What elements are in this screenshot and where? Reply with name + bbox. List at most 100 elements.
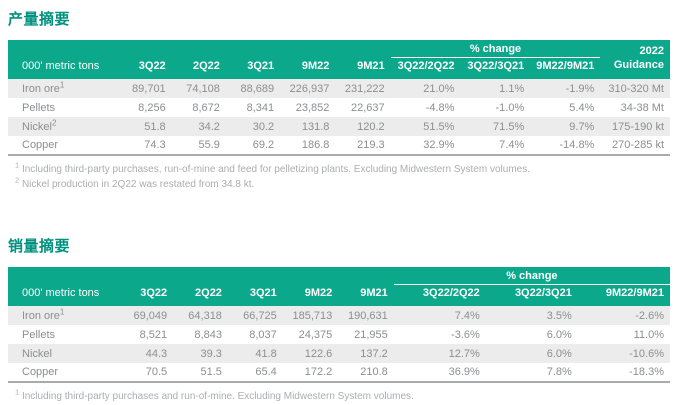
table-cell: 190,631: [338, 306, 394, 325]
table-cell: 8,843: [194, 328, 222, 341]
sales-table: % change 000' metric tons 3Q22 2Q22 3Q21…: [8, 267, 670, 383]
footnote: 2 Nickel production in 2Q22 was restated…: [15, 175, 255, 190]
table-cell: 226,937: [280, 79, 336, 98]
table-cell: -10.6%: [577, 344, 670, 363]
table-cell: 34.2: [171, 117, 226, 136]
row-label: Iron ore1: [8, 79, 118, 98]
table-cell: 210.8: [360, 366, 388, 378]
table-row: Pellets 8,521 8,843 8,037 24,375 21,955 …: [8, 325, 670, 344]
table-cell: 51.5%: [390, 117, 461, 136]
pct-change-header-row: % change: [8, 267, 670, 285]
table-row: Copper 74.3 55.9 69.2 186.8 219.3 32.9% …: [8, 136, 670, 155]
table-cell: 39.3: [173, 344, 228, 363]
table-cell: -14.8%: [559, 139, 595, 151]
table-cell: 120.2: [335, 117, 391, 136]
column-header: 3Q22: [118, 284, 174, 306]
table-cell: 6.0%: [546, 328, 572, 341]
column-header: 9M22/9M21: [530, 57, 601, 79]
table-cell: 44.3: [118, 344, 174, 363]
table-cell: 8,256: [138, 101, 166, 114]
table-cell: 186.8: [301, 139, 330, 151]
table-cell: 175-190 kt: [600, 117, 670, 136]
table-row: Iron ore1 69,049 64,318 66,725 185,713 1…: [8, 306, 670, 325]
table-cell: 66,725: [227, 306, 283, 325]
production-summary-section: 产量摘要 % change 2022 Guidance 000' metric …: [8, 8, 670, 192]
table-row: Copper 70.5 51.5 65.4 172.2 210.8 36.9% …: [8, 363, 670, 382]
row-label: Iron ore1: [8, 306, 119, 325]
sales-summary-section: 销量摘要 % change 000' metric tons 3Q22 2Q22…: [8, 235, 670, 405]
table-cell: 71.5%: [460, 117, 531, 136]
pct-change-header: % change: [393, 267, 670, 285]
table-cell: 32.9%: [423, 139, 455, 151]
table-cell: 30.2: [225, 117, 281, 136]
footnote-ref: 1: [59, 306, 65, 316]
column-header: 3Q21: [225, 57, 281, 79]
table-cell: -3.6%: [451, 328, 480, 341]
column-header: 3Q22/3Q21: [460, 57, 531, 79]
footnote: 1 Including third-party purchases, run-o…: [15, 160, 530, 175]
table-cell: 8,672: [192, 101, 220, 114]
table-cell: 41.8: [227, 344, 283, 363]
unit-column-header: 000' metric tons: [8, 284, 119, 306]
table-cell: 74.3: [144, 139, 166, 151]
table-cell: 9.7%: [530, 117, 601, 136]
table-cell: 21.0%: [390, 79, 461, 98]
table-cell: 219.3: [357, 139, 385, 151]
header-spacer: [8, 40, 391, 58]
table-cell: 7.4%: [393, 306, 486, 325]
table-cell: -1.0%: [495, 101, 525, 114]
table-cell: 5.4%: [569, 101, 595, 114]
table-cell: 8,037: [249, 328, 277, 341]
table-cell: 89,701: [117, 79, 172, 98]
table-cell: 65.4: [255, 366, 277, 378]
column-header: 3Q22/3Q21: [485, 284, 578, 306]
column-header-row: 000' metric tons 3Q22 2Q22 3Q21 9M22 9M2…: [8, 57, 670, 79]
pct-change-header: % change: [390, 40, 601, 58]
column-header: 2Q22: [171, 57, 226, 79]
table-cell: 23,852: [295, 101, 330, 114]
table-cell: 270-285 kt: [612, 139, 664, 151]
sales-section-title: 销量摘要: [8, 238, 71, 255]
production-table-header: % change 2022 Guidance 000' metric tons …: [8, 40, 670, 79]
table-cell: -2.6%: [577, 306, 670, 325]
table-cell: 7.8%: [546, 366, 572, 378]
table-cell: 22,637: [351, 101, 385, 114]
column-header: 9M22: [280, 57, 336, 79]
table-cell: 51.5: [200, 366, 222, 378]
sales-footnotes: 1 Including third-party purchases and ru…: [15, 387, 670, 405]
column-header: 3Q22/2Q22: [393, 284, 486, 306]
table-cell: 11.0%: [633, 328, 664, 341]
table-row: Iron ore1 89,701 74,108 88,689 226,937 2…: [8, 79, 670, 98]
column-header: 9M22/9M21: [577, 284, 670, 306]
row-label: Nickel2: [8, 117, 118, 136]
table-cell: 88,689: [225, 79, 281, 98]
table-cell: 69.2: [252, 139, 275, 151]
column-header: 9M22: [282, 284, 339, 306]
table-cell: 64,318: [173, 306, 228, 325]
table-cell: 7.4%: [499, 139, 525, 151]
table-cell: 131.8: [280, 117, 336, 136]
table-cell: 24,375: [298, 328, 333, 341]
table-cell: -1.9%: [530, 79, 601, 98]
table-cell: 137.2: [338, 344, 394, 363]
column-header: 3Q21: [227, 284, 283, 306]
table-cell: 21,955: [354, 328, 388, 341]
unit-column-header: 000' metric tons: [8, 57, 118, 79]
column-header: 3Q22: [117, 57, 172, 79]
table-cell: 34-38 Mt: [620, 101, 664, 114]
production-footnotes: 1 Including third-party purchases, run-o…: [15, 160, 670, 192]
table-cell: 310-320 Mt: [600, 79, 670, 98]
table-cell: 3.5%: [485, 306, 578, 325]
table-cell: 55.9: [198, 139, 220, 151]
table-cell: 1.1%: [460, 79, 531, 98]
table-row: Pellets 8,256 8,672 8,341 23,852 22,637 …: [8, 98, 670, 117]
table-cell: -4.8%: [425, 101, 455, 114]
table-cell: 172.2: [304, 366, 333, 378]
footnote: 1 Including third-party purchases and ru…: [15, 387, 414, 402]
column-header: 9M21: [338, 284, 394, 306]
table-cell: 51.8: [117, 117, 172, 136]
table-cell: 69,049: [118, 306, 174, 325]
row-label: Copper: [22, 366, 59, 378]
table-cell: 74,108: [171, 79, 226, 98]
